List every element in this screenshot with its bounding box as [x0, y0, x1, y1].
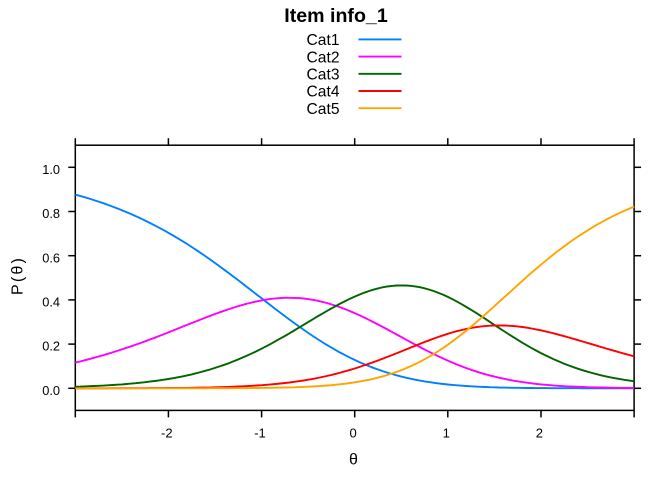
svg-text:0: 0 [349, 425, 356, 440]
svg-text:θ: θ [349, 451, 358, 468]
svg-text:0.6: 0.6 [42, 250, 60, 265]
svg-text:Item info_1: Item info_1 [284, 5, 388, 27]
svg-text:Cat4: Cat4 [307, 84, 340, 101]
svg-text:-2: -2 [161, 425, 173, 440]
svg-text:Cat5: Cat5 [307, 101, 340, 118]
svg-text:Cat2: Cat2 [307, 49, 340, 66]
svg-text:-1: -1 [254, 425, 266, 440]
svg-text:Cat3: Cat3 [307, 67, 340, 84]
svg-text:0.0: 0.0 [42, 383, 60, 398]
svg-text:P(θ): P(θ) [9, 256, 26, 295]
svg-text:0.4: 0.4 [42, 295, 60, 310]
svg-text:1: 1 [443, 425, 450, 440]
svg-text:0.8: 0.8 [42, 206, 60, 221]
svg-text:2: 2 [536, 425, 543, 440]
svg-text:0.2: 0.2 [42, 339, 60, 354]
svg-text:1.0: 1.0 [42, 162, 60, 177]
svg-text:Cat1: Cat1 [307, 32, 340, 49]
